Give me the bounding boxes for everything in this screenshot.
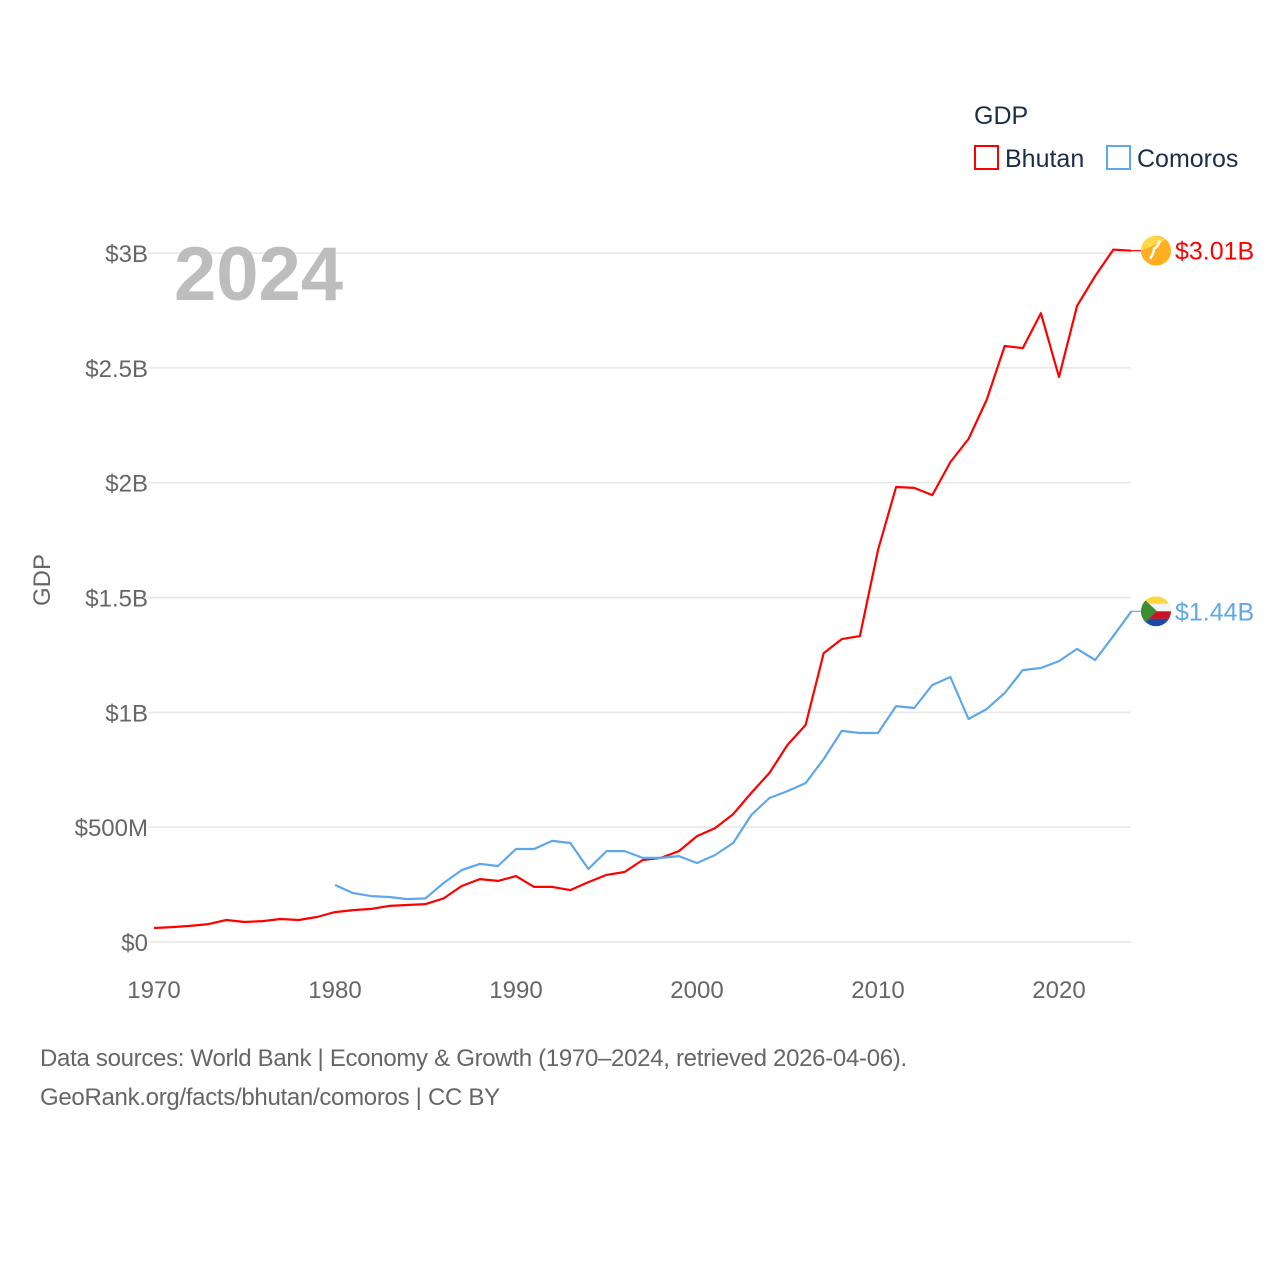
bhutan-dragon-icon bbox=[1148, 240, 1162, 260]
x-tick-label: 1970 bbox=[127, 977, 180, 1004]
y-tick-label: $1.5B bbox=[85, 586, 148, 613]
legend-label-comoros: Comoros bbox=[1137, 145, 1238, 173]
series-line-bhutan bbox=[153, 248, 1132, 930]
year-label: 2024 bbox=[174, 232, 343, 317]
bhutan-flag-yellow bbox=[1141, 235, 1166, 251]
y-tick-label: $2B bbox=[105, 471, 148, 498]
y-tick-label: $2.5B bbox=[85, 356, 148, 383]
flag-triangle bbox=[1141, 596, 1157, 627]
comoros-flag-icon bbox=[1141, 596, 1171, 627]
end-value-label-bhutan: $3.01B bbox=[1175, 238, 1254, 266]
source-link[interactable]: GeoRank.org/facts/bhutan/comoros | CC BY bbox=[40, 1084, 500, 1111]
flag-stripe bbox=[1141, 596, 1171, 604]
legend-swatch-comoros bbox=[1106, 145, 1131, 170]
flag-stripe bbox=[1141, 618, 1171, 627]
legend-swatch-bhutan bbox=[974, 145, 999, 170]
flag-stripe bbox=[1141, 611, 1171, 619]
y-tick-label: $500M bbox=[75, 815, 148, 842]
y-tick-label: $0 bbox=[121, 930, 148, 957]
end-value-label-comoros: $1.44B bbox=[1175, 598, 1254, 626]
legend-title: GDP bbox=[974, 102, 1028, 130]
y-tick-label: $1B bbox=[105, 700, 148, 727]
x-tick-label: 1990 bbox=[489, 977, 542, 1004]
x-tick-label: 2020 bbox=[1032, 977, 1085, 1004]
y-tick-label: $3B bbox=[105, 241, 148, 268]
flag-stripe bbox=[1141, 603, 1171, 612]
x-tick-label: 1980 bbox=[308, 977, 361, 1004]
x-tick-label: 2010 bbox=[851, 977, 904, 1004]
series-line-comoros bbox=[334, 610, 1133, 901]
y-axis-label: GDP bbox=[29, 554, 56, 606]
gdp-line-chart: $0 $500M $1B $1.5B $2B $2.5B $3B 1970 1980 1990 20… bbox=[29, 102, 1254, 1004]
source-note: Data sources: World Bank | Economy & Gro… bbox=[40, 1045, 907, 1072]
x-tick-label: 2000 bbox=[670, 977, 723, 1004]
legend-label-bhutan: Bhutan bbox=[1005, 145, 1084, 173]
